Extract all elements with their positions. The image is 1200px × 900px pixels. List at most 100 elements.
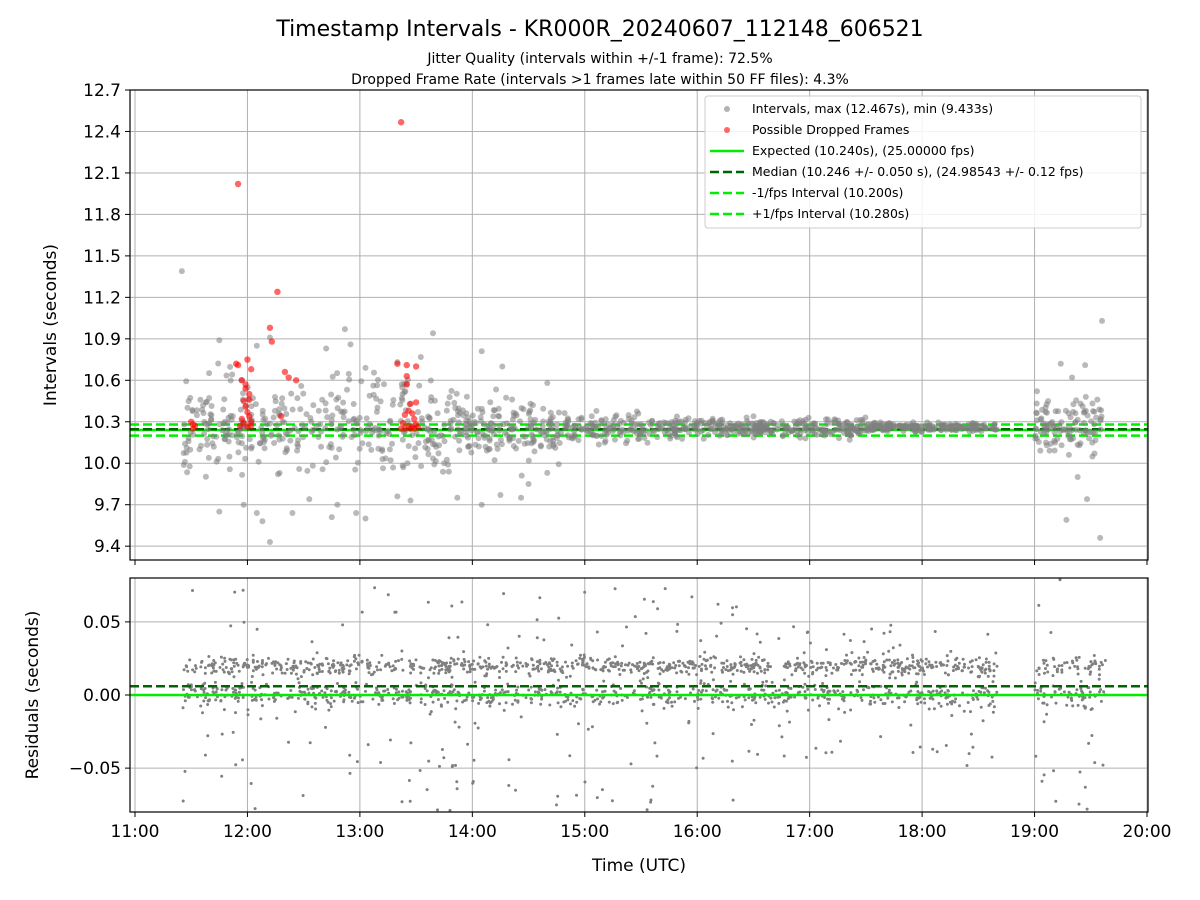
interval-point <box>1082 393 1089 400</box>
dropped-frame-point <box>397 119 405 126</box>
interval-point <box>547 409 554 416</box>
residual-point <box>386 593 390 597</box>
residual-point <box>506 682 510 686</box>
residual-point <box>980 670 984 674</box>
residual-point <box>432 671 436 675</box>
residual-point <box>468 667 472 671</box>
residual-point <box>219 699 223 703</box>
interval-point <box>398 395 405 402</box>
residual-point <box>454 763 457 767</box>
residual-point <box>897 696 901 700</box>
interval-point <box>846 436 853 443</box>
residual-point <box>766 661 770 665</box>
residual-point <box>182 688 185 692</box>
residual-point <box>703 650 707 654</box>
residual-point <box>991 710 995 714</box>
interval-point <box>350 426 357 433</box>
interval-point <box>430 441 436 448</box>
residual-point <box>547 665 551 669</box>
residual-point <box>828 689 832 693</box>
residual-point <box>970 659 974 663</box>
interval-point <box>783 424 790 430</box>
interval-point <box>380 465 386 472</box>
residual-point <box>682 664 686 668</box>
residual-point <box>990 695 994 699</box>
intervals-y-tick-label: 11.2 <box>83 288 121 308</box>
interval-point <box>485 446 492 452</box>
residual-point <box>347 690 351 694</box>
residual-point <box>656 607 660 611</box>
residual-point <box>730 759 734 763</box>
interval-point <box>357 429 364 436</box>
interval-point <box>315 434 322 440</box>
residual-point <box>486 623 490 627</box>
interval-point <box>359 440 366 447</box>
residual-point <box>1102 690 1106 694</box>
interval-point <box>377 398 384 405</box>
residual-point <box>544 661 548 664</box>
residual-point <box>1045 712 1049 716</box>
residual-point <box>377 691 381 695</box>
residual-point <box>923 701 927 705</box>
residual-point <box>656 667 660 670</box>
residual-point <box>732 666 736 670</box>
x-tick-label: 18:00 <box>898 822 947 842</box>
interval-point <box>917 423 924 430</box>
interval-point <box>416 382 423 389</box>
interval-point <box>307 415 314 421</box>
residual-point <box>1088 695 1092 699</box>
residual-point <box>1083 666 1087 670</box>
residual-point <box>582 653 586 657</box>
interval-point <box>556 440 563 446</box>
residual-point <box>233 590 237 594</box>
interval-point <box>266 539 273 546</box>
residual-point <box>766 668 770 672</box>
interval-point <box>554 421 560 428</box>
interval-point <box>228 416 235 423</box>
residual-point <box>501 667 505 671</box>
residual-point <box>382 689 386 693</box>
residual-point <box>565 675 568 679</box>
residual-point <box>442 689 446 693</box>
residual-point <box>206 703 210 706</box>
interval-point <box>253 342 260 349</box>
residual-point <box>816 696 820 700</box>
interval-point <box>187 394 194 401</box>
residual-point <box>456 657 460 661</box>
residual-point <box>927 660 931 664</box>
residual-point <box>796 665 800 669</box>
residual-point <box>862 688 865 692</box>
interval-point <box>204 436 211 442</box>
residual-point <box>405 697 409 701</box>
residual-point <box>867 686 871 690</box>
residual-point <box>473 721 477 725</box>
residual-point <box>1087 686 1091 690</box>
interval-point <box>490 422 497 429</box>
residual-point <box>1053 690 1057 694</box>
interval-point <box>871 426 877 433</box>
residual-point <box>945 664 949 667</box>
interval-point <box>256 440 263 447</box>
residual-point <box>252 698 256 702</box>
residual-point <box>467 660 471 664</box>
interval-point <box>336 446 343 453</box>
residual-point <box>686 660 690 664</box>
interval-point <box>315 407 322 414</box>
interval-point <box>1091 408 1098 415</box>
residuals-y-tick-label: −0.05 <box>69 759 121 779</box>
residual-point <box>711 688 715 692</box>
dropped-frame-point <box>246 413 253 420</box>
residual-point <box>294 672 298 676</box>
residual-point <box>183 769 187 773</box>
residual-point <box>1055 668 1059 672</box>
interval-point <box>352 466 359 473</box>
interval-point <box>555 461 562 468</box>
residual-point <box>860 665 864 669</box>
residual-point <box>367 818 370 821</box>
residual-point <box>879 698 883 702</box>
interval-point <box>1062 426 1069 433</box>
residual-point <box>539 702 543 706</box>
residual-point <box>449 656 453 660</box>
interval-point <box>296 466 303 472</box>
interval-point <box>1074 474 1081 481</box>
